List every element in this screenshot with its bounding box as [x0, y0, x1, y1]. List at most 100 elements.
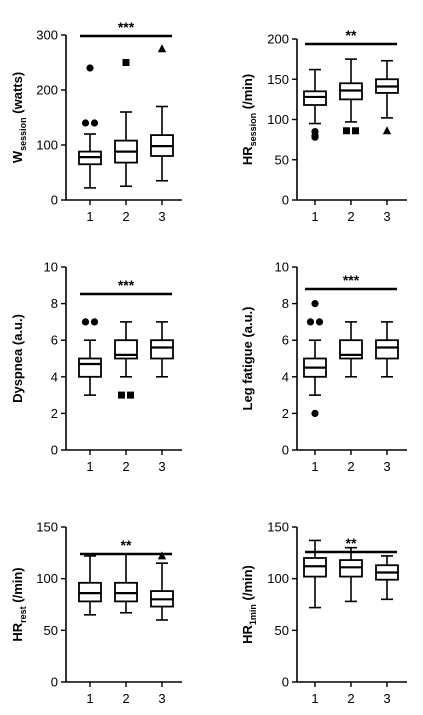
x-tick-label: 1 [311, 459, 318, 474]
y-tick-label: 50 [275, 152, 289, 167]
y-tick-label: 0 [51, 443, 58, 458]
y-axis-title-unit: (/min) [10, 567, 25, 606]
outlier-circle [81, 119, 90, 127]
x-tick-label: 1 [86, 209, 93, 224]
y-axis-title-main: Leg fatigue (a.u.) [240, 307, 255, 411]
y-tick-label: 100 [267, 112, 289, 127]
x-tick-label: 3 [383, 209, 390, 224]
significance-label: *** [343, 272, 360, 288]
x-tick-label: 2 [122, 691, 129, 706]
box-iqr [375, 339, 399, 360]
box-group-2 [114, 553, 138, 614]
y-tick-label: 0 [51, 193, 58, 208]
outlier-square [343, 127, 350, 135]
y-tick-label: 10 [44, 260, 58, 275]
box-group-1 [78, 555, 102, 616]
box-group-2 [114, 321, 138, 378]
y-axis-title: HRsession (/min) [240, 74, 258, 165]
outlier-circle [306, 318, 315, 326]
outlier-circle [311, 132, 319, 140]
y-axis-title: Leg fatigue (a.u.) [240, 307, 255, 411]
y-tick-label: 8 [282, 296, 289, 311]
y-tick-label: 2 [282, 406, 289, 421]
y-axis-title-main: HR [240, 146, 255, 165]
box-group-1 [303, 339, 327, 396]
y-tick-label: 0 [51, 675, 58, 690]
y-axis-title: HRrest (/min) [10, 567, 28, 641]
x-tick-label: 1 [311, 209, 318, 224]
y-tick-label: 150 [36, 520, 58, 535]
y-axis-title-subscript: 1min [248, 604, 258, 625]
x-tick-label: 2 [347, 209, 354, 224]
box-group-3 [375, 321, 399, 378]
box-group-3 [150, 562, 174, 621]
y-axis-title: Dyspnea (a.u.) [10, 314, 25, 403]
significance-label: ** [346, 535, 357, 551]
chart-panel-6: 0 50 100 150 1 2 3 HR1min (/min) ** [240, 520, 407, 706]
y-axis-title-main: HR [240, 625, 255, 644]
y-axis-title-main: W [10, 150, 25, 163]
box-group-1 [78, 133, 102, 189]
y-axis-title-subscript: rest [18, 606, 28, 623]
y-tick-label: 8 [51, 296, 58, 311]
y-tick-label: 2 [51, 406, 58, 421]
outlier-square [127, 391, 134, 399]
outlier-triangle [382, 126, 392, 135]
y-tick-label: 150 [267, 72, 289, 87]
y-tick-label: 100 [36, 571, 58, 586]
y-tick-label: 100 [267, 571, 289, 586]
box-group-2 [339, 546, 363, 603]
x-tick-label: 2 [122, 209, 129, 224]
x-tick-label: 3 [383, 691, 390, 706]
y-tick-label: 200 [36, 83, 58, 98]
x-tick-label: 2 [122, 459, 129, 474]
significance-label: ** [346, 27, 357, 43]
y-tick-label: 0 [282, 193, 289, 208]
box-group-3 [375, 555, 399, 601]
y-tick-label: 10 [275, 260, 289, 275]
x-tick-label: 3 [158, 459, 165, 474]
box-group-3 [150, 321, 174, 378]
x-tick-label: 3 [158, 691, 165, 706]
outlier-square [352, 127, 359, 135]
outlier-circle [90, 119, 99, 127]
outlier-square [118, 391, 125, 399]
chart-panel-2: 0 50 100 150 200 1 2 3 HRsession (/min) ** [240, 27, 407, 224]
x-tick-label: 1 [86, 691, 93, 706]
y-tick-label: 4 [51, 369, 58, 384]
outlier-circle [86, 64, 94, 72]
y-tick-label: 150 [267, 520, 289, 535]
box-iqr [150, 339, 174, 360]
outlier-circle [311, 300, 319, 308]
significance-label: ** [121, 537, 132, 553]
y-axis-title-subscript: session [18, 117, 28, 151]
box-group-1 [78, 339, 102, 396]
y-axis-title: Wsession (watts) [10, 72, 28, 163]
y-tick-label: 6 [282, 333, 289, 348]
y-tick-label: 4 [282, 369, 289, 384]
box-group-2 [114, 111, 138, 188]
outlier-square [122, 59, 130, 66]
y-tick-label: 0 [282, 675, 289, 690]
y-tick-label: 300 [36, 28, 58, 43]
x-tick-label: 2 [347, 459, 354, 474]
y-axis-title-unit: (/min) [240, 565, 255, 604]
x-tick-label: 1 [86, 459, 93, 474]
box-iqr [78, 357, 102, 378]
significance-label: *** [118, 277, 135, 293]
significance-label: *** [118, 19, 135, 35]
box-group-2 [339, 58, 363, 123]
box-group-3 [375, 59, 399, 119]
x-tick-label: 3 [158, 209, 165, 224]
box-group-2 [339, 321, 363, 378]
y-axis-title-subscript: session [248, 113, 258, 147]
y-tick-label: 50 [44, 623, 58, 638]
outlier-triangle [157, 44, 167, 53]
box-group-1 [303, 539, 327, 609]
chart-panel-1: 0 100 200 300 1 2 3 Wsession (watts) *** [10, 19, 182, 224]
outlier-circle [311, 409, 319, 417]
outlier-circle [81, 318, 90, 326]
